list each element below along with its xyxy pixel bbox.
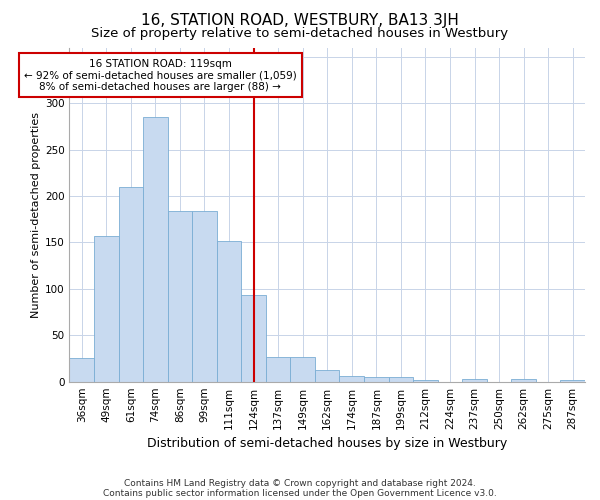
Bar xyxy=(167,211,192,382)
Y-axis label: Number of semi-detached properties: Number of semi-detached properties xyxy=(31,112,41,318)
Bar xyxy=(462,379,487,382)
Bar xyxy=(241,296,266,382)
Bar xyxy=(560,380,585,382)
Text: Contains HM Land Registry data © Crown copyright and database right 2024.: Contains HM Land Registry data © Crown c… xyxy=(124,478,476,488)
Bar xyxy=(70,358,94,382)
Bar xyxy=(413,380,437,382)
X-axis label: Distribution of semi-detached houses by size in Westbury: Distribution of semi-detached houses by … xyxy=(147,437,508,450)
Bar xyxy=(217,240,241,382)
Bar xyxy=(364,377,389,382)
Text: Contains public sector information licensed under the Open Government Licence v3: Contains public sector information licen… xyxy=(103,488,497,498)
Text: 16, STATION ROAD, WESTBURY, BA13 3JH: 16, STATION ROAD, WESTBURY, BA13 3JH xyxy=(141,12,459,28)
Bar xyxy=(266,356,290,382)
Bar xyxy=(192,211,217,382)
Bar xyxy=(290,356,315,382)
Bar xyxy=(94,236,119,382)
Bar xyxy=(340,376,364,382)
Bar xyxy=(511,379,536,382)
Bar xyxy=(315,370,340,382)
Text: 16 STATION ROAD: 119sqm
← 92% of semi-detached houses are smaller (1,059)
8% of : 16 STATION ROAD: 119sqm ← 92% of semi-de… xyxy=(24,58,296,92)
Bar xyxy=(389,377,413,382)
Bar xyxy=(119,186,143,382)
Text: Size of property relative to semi-detached houses in Westbury: Size of property relative to semi-detach… xyxy=(91,28,509,40)
Bar xyxy=(143,117,167,382)
